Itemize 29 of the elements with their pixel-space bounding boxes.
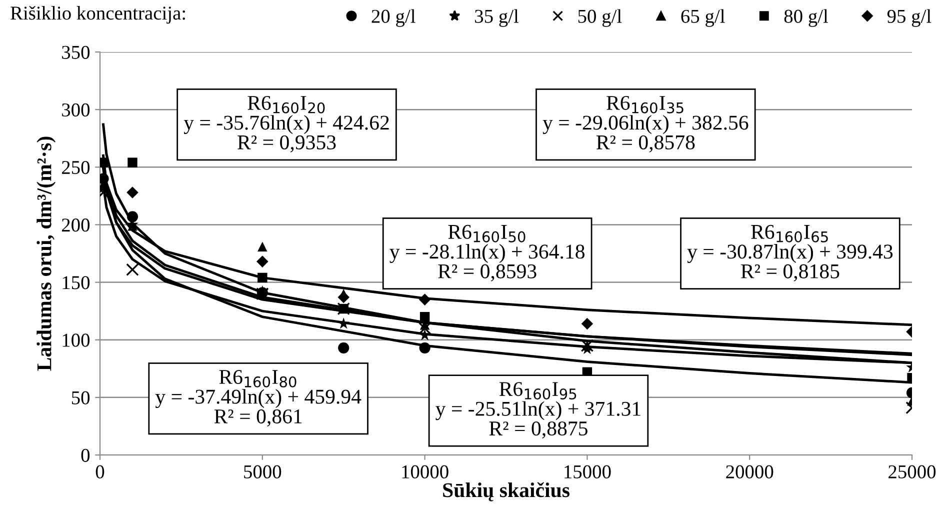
y-axis-title: Laidumas orui, dm³/(m²·s) [36, 136, 56, 371]
y-tick-label: 350 [62, 46, 90, 59]
x-axis-title: Sūkių skaičius [443, 482, 570, 502]
legend-label: 35 g/l [475, 9, 519, 27]
y-tick-label: 200 [62, 218, 90, 232]
y-tick-label: 150 [62, 276, 90, 290]
y-tick-label: 300 [62, 103, 90, 117]
annotation: R6$_{160}$I$_{65}$ y = -30.87ln(x) + 399.43 R² = 0,8185 [687, 224, 893, 282]
x-tick-label: 15000 [564, 465, 611, 478]
annotation: R6$_{160}$I$_{35}$ y = -29.06ln(x) + 382.56 R² = 0,8578 [542, 96, 748, 152]
y-tick-label: 250 [62, 160, 90, 174]
legend-title: Rišiklio koncentracija: [10, 6, 185, 24]
x-tick-label: 5000 [244, 465, 282, 478]
legend-label: 95 g/l [887, 9, 932, 27]
legend-label: 50 g/l [578, 9, 622, 27]
y-tick-label: 0 [81, 448, 90, 462]
legend-label: 80 g/l [784, 9, 828, 27]
x-tick-label: 0 [96, 465, 104, 478]
y-tick-label: 100 [62, 334, 90, 347]
annotation: R6$_{160}$I$_{95}$ y = -25.51ln(x) + 371.31 R² = 0,8875 [436, 382, 640, 439]
annotation: R6$_{160}$I$_{50}$ y = -28.1ln(x) + 364.18 R² = 0,8593 [390, 224, 584, 282]
legend-label: 20 g/l [372, 9, 416, 27]
annotation: R6$_{160}$I$_{80}$ y = -37.49ln(x) + 459.94 R² = 0,861 [155, 370, 362, 426]
x-tick-label: 25000 [888, 465, 936, 478]
y-tick-label: 50 [72, 391, 90, 404]
x-tick-label: 20000 [726, 465, 774, 478]
x-tick-label: 10000 [402, 465, 448, 478]
legend-label: 65 g/l [681, 9, 725, 27]
annotation: R6$_{160}$I$_{20}$ y = -35.76ln(x) + 424.62 R² = 0,9353 [184, 96, 389, 152]
